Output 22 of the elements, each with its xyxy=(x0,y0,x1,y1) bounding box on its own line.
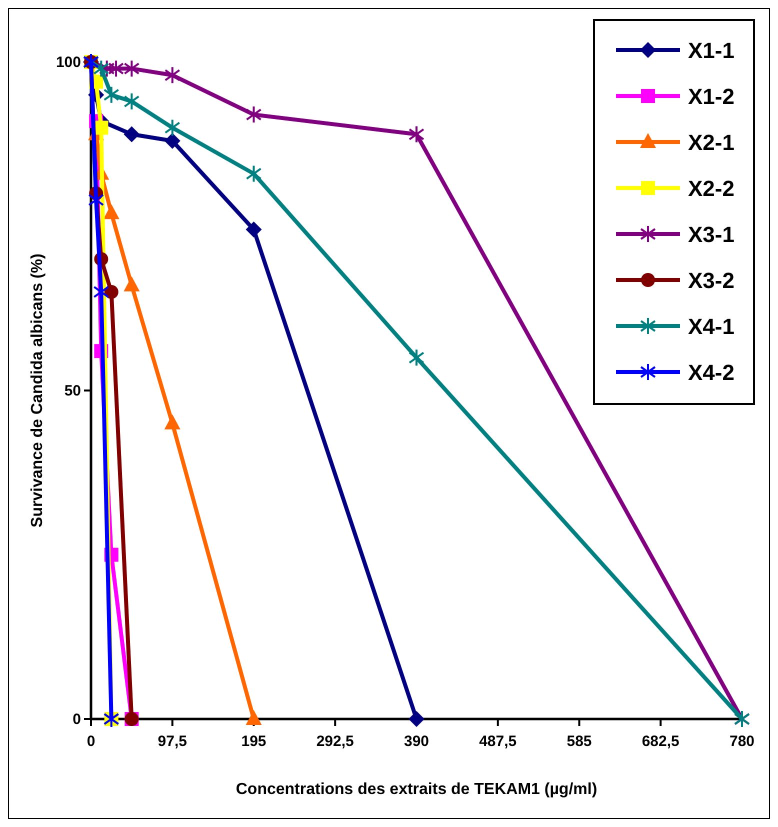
legend-label: X4-1 xyxy=(688,314,734,339)
y-axis-title: Survivance de Candida albicans (%) xyxy=(29,254,46,528)
y-tick-label: 50 xyxy=(64,382,81,400)
x-tick-label: 780 xyxy=(729,733,755,750)
x-tick-label: 487,5 xyxy=(479,733,517,750)
x-tick-label: 0 xyxy=(86,733,96,750)
legend-label: X1-1 xyxy=(688,38,734,63)
x-tick-label: 292,5 xyxy=(316,733,354,750)
y-tick-label: 0 xyxy=(72,711,81,728)
x-tick-label: 682,5 xyxy=(642,733,680,750)
legend-label: X2-1 xyxy=(688,130,734,155)
legend-label: X1-2 xyxy=(688,84,734,109)
legend-label: X3-2 xyxy=(688,268,734,293)
x-tick-label: 195 xyxy=(241,733,266,750)
legend-label: X3-1 xyxy=(688,222,734,247)
x-tick-label: 390 xyxy=(404,733,430,750)
x-tick-label: 97,5 xyxy=(158,733,187,750)
y-tick-label: 100 xyxy=(56,54,81,71)
x-axis-title: Concentrations des extraits de TEKAM1 (µg/ml) xyxy=(236,781,598,798)
x-tick-label: 585 xyxy=(566,733,592,750)
legend-label: X4-2 xyxy=(688,360,734,385)
legend-label: X2-2 xyxy=(688,176,734,201)
